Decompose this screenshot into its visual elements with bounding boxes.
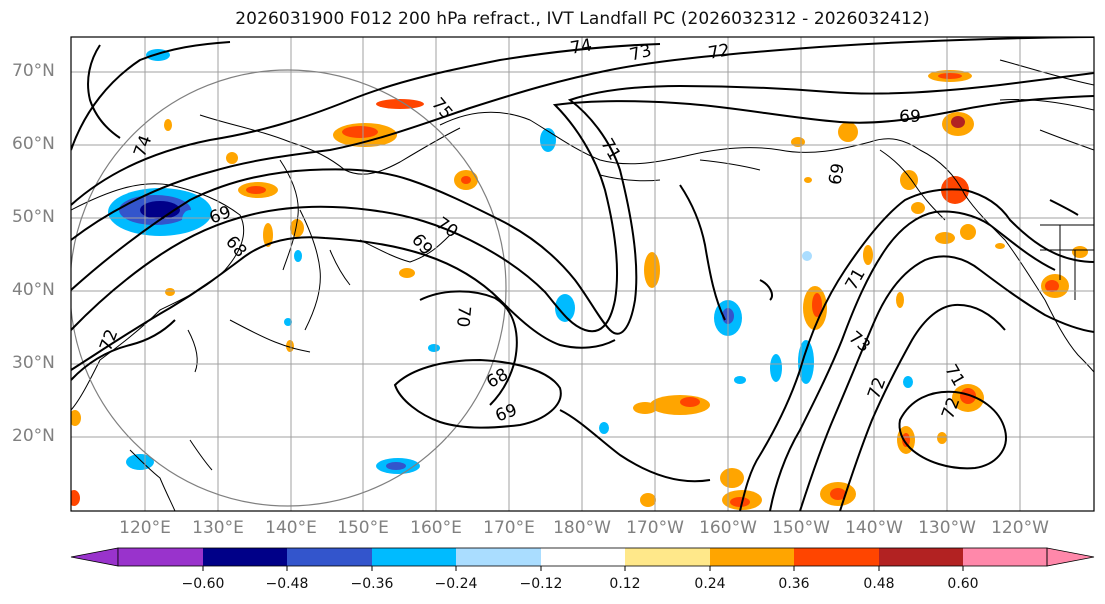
colorbar-segment bbox=[287, 548, 372, 566]
colorbar-tick-label: −0.36 bbox=[350, 576, 394, 592]
contour-label: 69 bbox=[899, 107, 921, 127]
colorbar-tick-label: −0.48 bbox=[265, 576, 309, 592]
colorbar-tick-label: −0.60 bbox=[181, 576, 225, 592]
colorbar-tick-label: −0.24 bbox=[434, 576, 478, 592]
colorbar bbox=[70, 547, 1095, 571]
refractivity-contours bbox=[71, 37, 1094, 511]
lat-label-30n: 30°N bbox=[12, 353, 55, 373]
lon-label-140e: 140°E bbox=[265, 518, 317, 538]
lon-label-150w: 150°W bbox=[772, 518, 830, 538]
contour-label: 69 bbox=[825, 162, 848, 187]
lon-label-120w: 120°W bbox=[991, 518, 1049, 538]
colorbar-segment bbox=[541, 548, 625, 566]
colorbar-tick-label: 0.12 bbox=[609, 576, 641, 592]
lat-label-50n: 50°N bbox=[12, 207, 55, 227]
colorbar-segment bbox=[879, 548, 963, 566]
lon-label-170e: 170°E bbox=[483, 518, 535, 538]
colorbar-extend-left bbox=[70, 547, 119, 567]
lon-label-120e: 120°E bbox=[119, 518, 171, 538]
lat-label-40n: 40°N bbox=[12, 280, 55, 300]
colorbar-segment bbox=[963, 548, 1047, 566]
graticule bbox=[71, 37, 1094, 511]
lon-label-130e: 130°E bbox=[192, 518, 244, 538]
colorbar-tick-label: 0.36 bbox=[778, 576, 810, 592]
colorbar-segment bbox=[710, 548, 794, 566]
lat-label-60n: 60°N bbox=[12, 134, 55, 154]
lon-label-140w: 140°W bbox=[845, 518, 903, 538]
lon-label-130w: 130°W bbox=[918, 518, 976, 538]
lon-label-160w: 160°W bbox=[699, 518, 757, 538]
lat-label-20n: 20°N bbox=[12, 426, 55, 446]
lon-label-160e: 160°E bbox=[410, 518, 462, 538]
lon-label-170w: 170°W bbox=[626, 518, 684, 538]
colorbar-segment bbox=[118, 548, 203, 566]
map-border bbox=[70, 36, 1095, 512]
colorbar-tick-label: 0.48 bbox=[863, 576, 895, 592]
colorbar-tick-label: 0.24 bbox=[694, 576, 726, 592]
contour-label: 72 bbox=[707, 40, 732, 63]
contour-label: 70 bbox=[452, 305, 474, 328]
lon-label-150e: 150°E bbox=[337, 518, 389, 538]
colorbar-segment bbox=[372, 548, 456, 566]
colorbar-frame bbox=[117, 547, 1048, 567]
colorbar-segment bbox=[203, 548, 287, 566]
colorbar-tick-label: 0.60 bbox=[947, 576, 979, 592]
colorbar-extend-right bbox=[1046, 547, 1095, 567]
colorbar-tick-label: −0.12 bbox=[519, 576, 563, 592]
lat-label-70n: 70°N bbox=[12, 61, 55, 81]
colorbar-segment bbox=[456, 548, 541, 566]
colorbar-segment bbox=[625, 548, 710, 566]
map-title: 2026031900 F012 200 hPa refract., IVT La… bbox=[235, 9, 930, 29]
contour-label: 74 bbox=[569, 35, 594, 58]
lon-label-180w: 180°W bbox=[553, 518, 611, 538]
range-circle bbox=[71, 69, 507, 507]
colorbar-segment bbox=[794, 548, 879, 566]
ivt-positive-shading bbox=[71, 70, 1088, 510]
